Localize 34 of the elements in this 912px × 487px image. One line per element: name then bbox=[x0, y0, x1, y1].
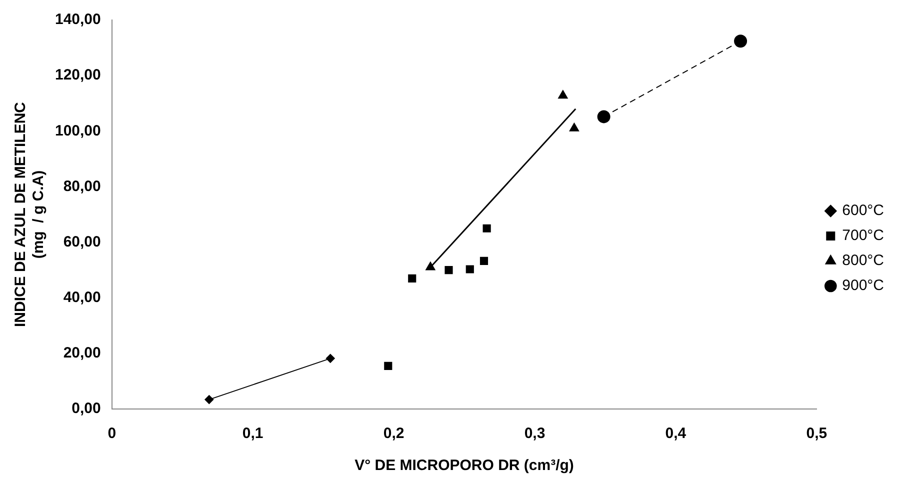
point bbox=[426, 262, 436, 270]
x-tick-label: 0,2 bbox=[383, 425, 404, 442]
text: (mg / g C.A) bbox=[30, 170, 48, 259]
point bbox=[444, 266, 453, 274]
text: INDICE DE AZUL DE METILENC bbox=[12, 102, 30, 328]
point bbox=[558, 90, 568, 99]
y-tick-label: 40,00 bbox=[63, 289, 101, 306]
x-tick-label: 0,1 bbox=[242, 425, 264, 442]
point bbox=[384, 362, 392, 370]
legend-label: 600°C bbox=[842, 202, 884, 220]
point bbox=[482, 224, 491, 232]
y-tick-label: 20,00 bbox=[63, 344, 101, 362]
point bbox=[569, 122, 580, 132]
point bbox=[204, 395, 214, 404]
x-axis-title: V° DE MICROPORO DR (cm³/g) bbox=[354, 457, 574, 474]
point bbox=[734, 34, 748, 48]
x-tick-label: 0,5 bbox=[806, 425, 828, 442]
point bbox=[466, 265, 474, 274]
legend-label: 900°C bbox=[842, 277, 884, 294]
legend-label: 700°C bbox=[842, 227, 884, 244]
y-tick-label: 140,00 bbox=[54, 11, 101, 28]
legend-label: 800°C bbox=[842, 252, 884, 270]
y-tick-label: 100,00 bbox=[54, 122, 101, 140]
y-tick-label: 60,00 bbox=[63, 233, 101, 250]
y-tick-label: 120,00 bbox=[54, 66, 101, 84]
y-tick-label: 0,00 bbox=[72, 400, 101, 418]
point bbox=[597, 110, 610, 124]
point bbox=[326, 354, 335, 363]
x-tick-label: 0,4 bbox=[665, 425, 687, 442]
x-tick-label: 0 bbox=[108, 425, 116, 442]
point bbox=[480, 256, 488, 265]
y-tick-label: 80,00 bbox=[63, 178, 101, 195]
point bbox=[408, 274, 416, 282]
x-tick-label: 0,3 bbox=[524, 425, 546, 442]
